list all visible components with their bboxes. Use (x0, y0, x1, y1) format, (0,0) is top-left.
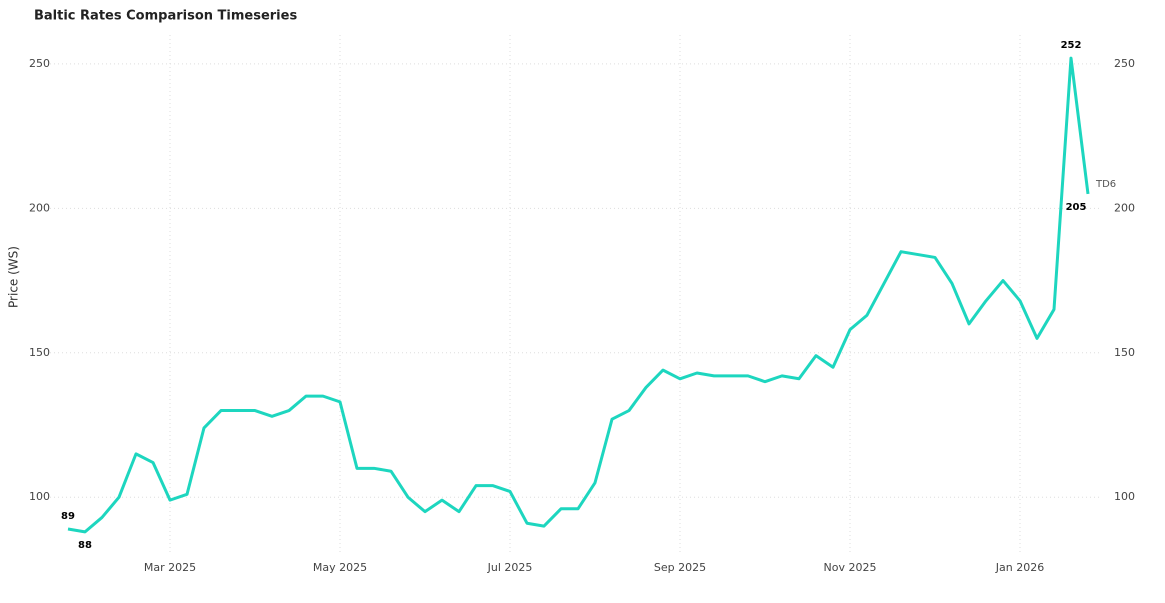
x-tick-label: Nov 2025 (824, 561, 877, 574)
x-tick-label: Jul 2025 (487, 561, 533, 574)
y-tick-label: 200 (29, 201, 50, 214)
x-tick-label: Mar 2025 (144, 561, 196, 574)
line (67, 56, 1090, 534)
y-tick-label-right: 100 (1114, 490, 1135, 503)
x-tick-label: May 2025 (313, 561, 367, 574)
data-label: 88 (78, 540, 92, 551)
series-label: TD6 (1095, 179, 1116, 190)
y-tick-label-right: 250 (1114, 57, 1135, 70)
y-tick-label: 100 (29, 490, 50, 503)
data-label: 89 (61, 511, 75, 522)
y-tick-label-right: 150 (1114, 346, 1135, 359)
y-axis-label: Price (WS) (7, 246, 21, 308)
x-tick-label: Sep 2025 (654, 561, 706, 574)
chart-title: Baltic Rates Comparison Timeseries (34, 9, 297, 24)
x-tick-label: Jan 2026 (995, 561, 1044, 574)
y-tick-label: 150 (29, 346, 50, 359)
data-label: 205 (1066, 202, 1087, 213)
y-tick-label: 250 (29, 57, 50, 70)
y-tick-label-right: 200 (1114, 201, 1135, 214)
data-label: 252 (1061, 40, 1082, 51)
